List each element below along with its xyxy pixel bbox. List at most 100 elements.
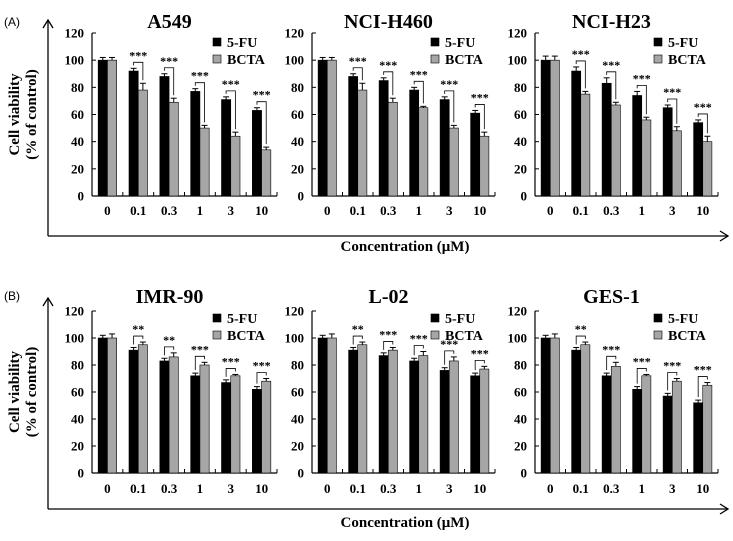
y-tick-label: 80 [291,358,304,373]
bar-5-fu [409,360,420,474]
legend-label: 5-FU [445,36,475,51]
y-tick-label: 80 [291,80,304,95]
x-tick-label: 0 [104,481,111,496]
significance-label: *** [222,77,240,91]
y-tick-label: 60 [291,385,304,400]
x-axis-label: Concentration (μM) [341,239,470,255]
bar-5-fu [128,70,139,197]
bar-bcta [671,130,682,197]
y-tick-label: 80 [71,358,84,373]
significance-bracket [164,346,175,356]
x-tick-label: 10 [696,203,709,218]
bar-bcta [610,104,621,197]
bar-5-fu [439,370,450,474]
x-tick-label: 0.1 [573,481,589,496]
significance-label: *** [160,54,178,68]
y-tick-label: 120 [65,304,85,319]
bar-bcta [387,349,398,474]
x-tick-label: 3 [669,481,676,496]
bar-bcta [137,89,148,197]
y-tick-label: 40 [71,134,84,149]
bar-bcta [580,344,591,474]
bar-5-fu [662,107,673,197]
y-tick-label: 80 [71,80,84,95]
significance-label: *** [410,67,428,81]
significance-label: *** [633,71,651,85]
bar-bcta [199,127,210,197]
bar-bcta [448,360,459,474]
bar-5-fu [252,110,262,197]
legend-label: BCTA [445,53,484,68]
significance-label: *** [222,354,240,368]
bar-bcta [580,93,591,197]
bar-bcta [230,135,241,197]
subplot-imr-90: IMR-90 0 20 40 60 80 100 120 0 0.1 ** 0.3 ** 1 *** 3 ***… [65,286,278,496]
bar-5-fu [378,355,389,474]
bar-5-fu [317,337,328,474]
legend-swatch-5-fu [653,313,663,323]
y-tick-label: 20 [291,439,304,454]
arrow-up-icon [42,296,54,307]
significance-bracket [667,98,678,124]
significance-bracket [667,372,678,391]
significance-bracket [225,368,236,377]
bar-5-fu [348,349,359,474]
y-tick-label: 20 [71,161,84,176]
chart-title: L-02 [369,286,409,308]
bar-bcta [107,59,117,197]
bar-bcta [199,364,210,474]
x-tick-label: 0.1 [130,203,146,218]
bar-bcta [168,356,179,474]
legend-label: 5-FU [227,312,257,327]
x-tick-label: 1 [197,481,204,496]
significance-label: *** [602,342,620,356]
y-tick-label: 100 [508,53,528,68]
subplot-nci-h460: NCI-H460 0 20 40 60 80 100 120 0 0.1 *** 0.3 *** 1 ***… [285,11,496,218]
y-tick-label: 0 [78,189,85,204]
y-tick-label: 120 [508,26,528,41]
y-tick-label: 40 [514,412,527,427]
y-tick-label: 100 [65,331,85,346]
y-tick-label: 20 [71,439,84,454]
y-tick-label: 80 [514,80,527,95]
legend-label: BCTA [227,329,266,344]
significance-bracket [133,335,144,345]
y-axis-label: Cell viability [7,73,23,156]
bar-bcta [671,380,682,474]
significance-bracket [575,335,586,345]
x-tick-label: 0 [324,203,331,218]
bar-bcta [479,368,490,474]
subplot-a549: A549 0 20 40 60 80 100 120 0 0.1 *** 0.3 *** 1 *** 3 ***… [65,11,278,218]
x-tick-label: 0.1 [350,481,366,496]
significance-label: *** [602,58,620,72]
bar-5-fu [470,375,481,474]
x-tick-label: 0.3 [603,203,620,218]
chart-title: IMR-90 [136,286,204,308]
chart-title: A549 [147,11,191,33]
x-tick-label: 1 [416,203,423,218]
bar-5-fu [221,99,232,197]
bar-5-fu [439,99,450,197]
bar-bcta [641,119,652,197]
significance-bracket [225,90,236,130]
x-tick-label: 0.3 [161,481,178,496]
y-tick-label: 100 [285,53,305,68]
x-tick-label: 10 [255,203,268,218]
x-tick-label: 1 [416,481,423,496]
bar-bcta [641,375,652,474]
bar-5-fu [159,76,170,197]
x-tick-label: 0.1 [130,481,146,496]
significance-label: ** [575,322,587,336]
legend-label: BCTA [227,53,266,68]
bar-bcta [418,355,429,474]
bar-5-fu [470,112,481,197]
x-tick-label: 10 [473,203,486,218]
significance-bracket [697,113,708,134]
subplot-ges-1: GES-1 0 20 40 60 80 100 120 0 0.1 ** 0.3 *** 1 *** 3 ***… [508,286,719,496]
bar-bcta [137,344,148,474]
legend-swatch-5-fu [430,313,440,323]
x-tick-label: 1 [639,203,646,218]
legend-swatch-bcta [212,330,222,340]
x-tick-label: 3 [446,203,453,218]
bar-bcta [261,149,272,197]
